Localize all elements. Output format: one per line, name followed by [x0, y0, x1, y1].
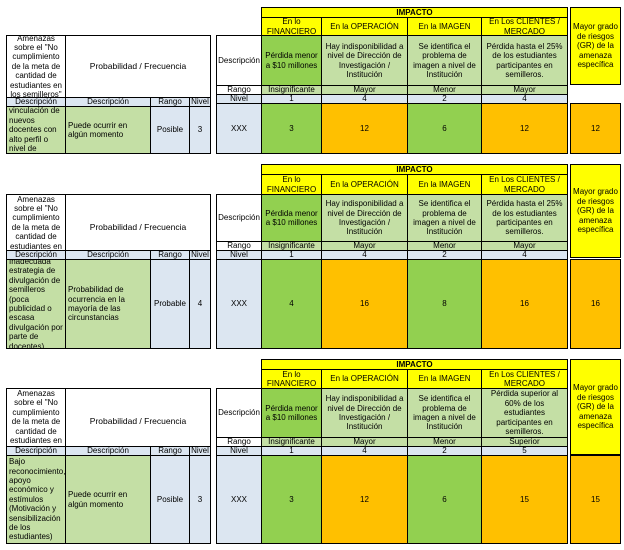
- desc-value: XXX: [216, 103, 262, 154]
- risk-block-2: IMPACTO En lo FINANCIERO En la OPERACIÓN…: [6, 164, 621, 349]
- operacion-desc: Hay indisponibilidad a nivel de Direcció…: [321, 388, 408, 438]
- threat-description: Baja vinculación de nuevos docentes con …: [6, 106, 66, 154]
- risk-block-1: IMPACTO En lo FINANCIERO En la OPERACIÓN…: [0, 0, 624, 160]
- col-clientes: En Los CLIENTES / MERCADO: [481, 369, 568, 389]
- value-operacion: 12: [321, 103, 408, 154]
- value-financiero: 4: [261, 259, 322, 349]
- col-operacion: En la OPERACIÓN: [321, 369, 408, 389]
- prob-nivel: 3: [189, 455, 211, 544]
- value-financiero: 3: [261, 103, 322, 154]
- prob-nivel: 3: [189, 106, 211, 154]
- col-financiero: En lo FINANCIERO: [261, 369, 322, 389]
- gr-value: 16: [570, 259, 621, 349]
- desc-value: XXX: [216, 259, 262, 349]
- clientes-desc: Pérdida superior al 60% de los estudiant…: [481, 388, 568, 438]
- col-imagen: En la IMAGEN: [407, 369, 482, 389]
- prob-rango: Posible: [150, 455, 190, 544]
- threat-description: Inadecuada estrategia de divulgación de …: [6, 259, 66, 349]
- threat-description: Bajo reconocimiento, apoyo económico y e…: [6, 455, 66, 544]
- clientes-desc: Pérdida hasta el 25% de los estudiantes …: [481, 35, 568, 86]
- prob-nivel: 4: [189, 259, 211, 349]
- value-imagen: 8: [407, 259, 482, 349]
- value-clientes: 16: [481, 259, 568, 349]
- descripcion-header: Descripción: [216, 388, 262, 438]
- mayor-grado-header: Mayor grado de riesgos (GR) de la amenaz…: [570, 359, 621, 455]
- prob-description: Puede ocurrir en algún momento: [65, 106, 151, 154]
- prob-rango: Probable: [150, 259, 190, 349]
- gr-value: 12: [570, 103, 621, 154]
- value-imagen: 6: [407, 103, 482, 154]
- value-financiero: 3: [261, 455, 322, 544]
- value-operacion: 16: [321, 259, 408, 349]
- mayor-grado-header: Mayor grado de riesgos (GR) de la amenaz…: [570, 7, 621, 85]
- financiero-desc: Pérdida menor a $10 millones: [261, 388, 322, 438]
- prob-rango: Posible: [150, 106, 190, 154]
- value-clientes: 15: [481, 455, 568, 544]
- value-operacion: 12: [321, 455, 408, 544]
- financiero-desc: Pérdida menor a $10 millones: [261, 35, 322, 86]
- desc-value: XXX: [216, 455, 262, 544]
- imagen-desc: Se identifica el problema de imagen a ni…: [407, 388, 482, 438]
- value-imagen: 6: [407, 455, 482, 544]
- gr-value: 15: [570, 455, 621, 544]
- clientes-desc: Pérdida hasta el 25% de los estudiantes …: [481, 194, 568, 242]
- imagen-desc: Se identifica el problema de imagen a ni…: [407, 35, 482, 86]
- value-clientes: 12: [481, 103, 568, 154]
- prob-description: Puede ocurrir en algún momento: [65, 455, 151, 544]
- mayor-grado-header: Mayor grado de riesgos (GR) de la amenaz…: [570, 164, 621, 258]
- prob-description: Probabilidad de ocurrencia en la mayoría…: [65, 259, 151, 349]
